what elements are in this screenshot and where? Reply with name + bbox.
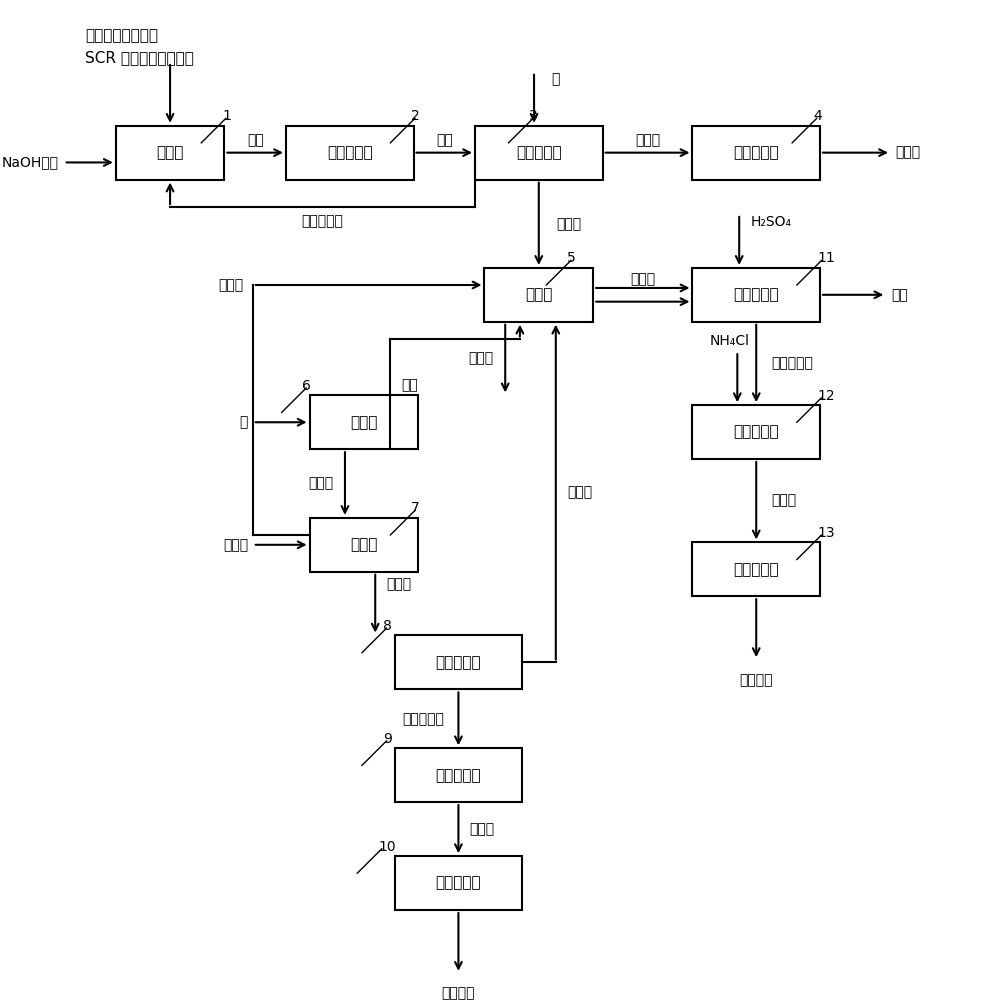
Text: 反萃剂: 反萃剂: [223, 538, 249, 552]
Bar: [285, 126, 413, 180]
Text: SCR 脱硝废催化剂粉末: SCR 脱硝废催化剂粉末: [85, 50, 194, 65]
Text: 8: 8: [383, 619, 391, 633]
Text: 经过清灰、破碎的: 经过清灰、破碎的: [85, 28, 158, 43]
Text: 有机相: 有机相: [308, 477, 333, 491]
Text: 反萃槽: 反萃槽: [350, 537, 377, 552]
Text: 高钛渣: 高钛渣: [895, 146, 921, 160]
Text: 第三烘干机: 第三烘干机: [734, 562, 779, 577]
Text: 4: 4: [813, 109, 821, 123]
Text: 5: 5: [567, 251, 576, 265]
Text: NH₄Cl: NH₄Cl: [710, 334, 749, 348]
Bar: [394, 635, 522, 689]
Text: 1: 1: [223, 109, 231, 123]
Bar: [693, 542, 820, 596]
Text: 结晶物: 结晶物: [470, 822, 495, 836]
Text: 10: 10: [378, 840, 395, 854]
Text: 偏钒酸铵: 偏钒酸铵: [740, 673, 773, 687]
Text: 原料槽: 原料槽: [157, 145, 184, 160]
Text: 沉钒反应釜: 沉钒反应釜: [734, 425, 779, 440]
Text: 蒸发结晶釜: 蒸发结晶釜: [435, 768, 481, 783]
Text: 除硅后溶液: 除硅后溶液: [771, 356, 813, 370]
Text: 萃余液: 萃余液: [630, 272, 656, 286]
Text: 3: 3: [529, 109, 538, 123]
Text: 硅渣: 硅渣: [891, 288, 908, 302]
Text: NaOH、水: NaOH、水: [2, 155, 59, 169]
Bar: [693, 126, 820, 180]
Text: 洗水: 洗水: [402, 378, 418, 392]
Text: 离子交换柱: 离子交换柱: [435, 655, 481, 670]
Text: 有机相: 有机相: [219, 278, 244, 292]
Text: 有机相: 有机相: [469, 352, 494, 366]
Text: 含钒液: 含钒液: [567, 485, 592, 499]
Text: 11: 11: [817, 251, 835, 265]
Text: 仲钨酸铵: 仲钨酸铵: [442, 986, 475, 1000]
Bar: [484, 268, 593, 322]
Text: 7: 7: [411, 501, 420, 515]
Bar: [309, 395, 418, 449]
Text: 浆液: 浆液: [436, 133, 453, 147]
Bar: [475, 126, 603, 180]
Bar: [394, 856, 522, 910]
Text: 沉淀物: 沉淀物: [771, 494, 796, 508]
Text: 12: 12: [817, 389, 835, 403]
Text: 除钒后溶液: 除钒后溶液: [402, 712, 444, 726]
Text: 第二烘干机: 第二烘干机: [435, 876, 481, 891]
Text: 水: 水: [551, 72, 560, 86]
Text: 萃取槽: 萃取槽: [525, 287, 553, 302]
Text: 高压浸出釜: 高压浸出釜: [327, 145, 372, 160]
Bar: [394, 748, 522, 802]
Text: 反萃液: 反萃液: [386, 577, 412, 591]
Text: 浸出液返回: 浸出液返回: [301, 214, 343, 228]
Bar: [693, 405, 820, 459]
Text: 6: 6: [302, 379, 311, 393]
Text: 9: 9: [383, 732, 391, 746]
Text: 洗涤槽: 洗涤槽: [350, 415, 377, 430]
Bar: [693, 268, 820, 322]
Text: 13: 13: [817, 526, 835, 540]
Text: 带式过滤机: 带式过滤机: [516, 145, 562, 160]
Text: 浸出液: 浸出液: [556, 217, 581, 231]
Text: 浸出渣: 浸出渣: [635, 133, 660, 147]
Text: 中和除硅釜: 中和除硅釜: [734, 287, 779, 302]
Text: 第一烘干机: 第一烘干机: [734, 145, 779, 160]
Bar: [116, 126, 225, 180]
Text: 水: 水: [240, 415, 249, 429]
Text: 浆液: 浆液: [247, 133, 263, 147]
Text: 2: 2: [411, 109, 420, 123]
Bar: [309, 518, 418, 572]
Text: H₂SO₄: H₂SO₄: [750, 215, 791, 229]
